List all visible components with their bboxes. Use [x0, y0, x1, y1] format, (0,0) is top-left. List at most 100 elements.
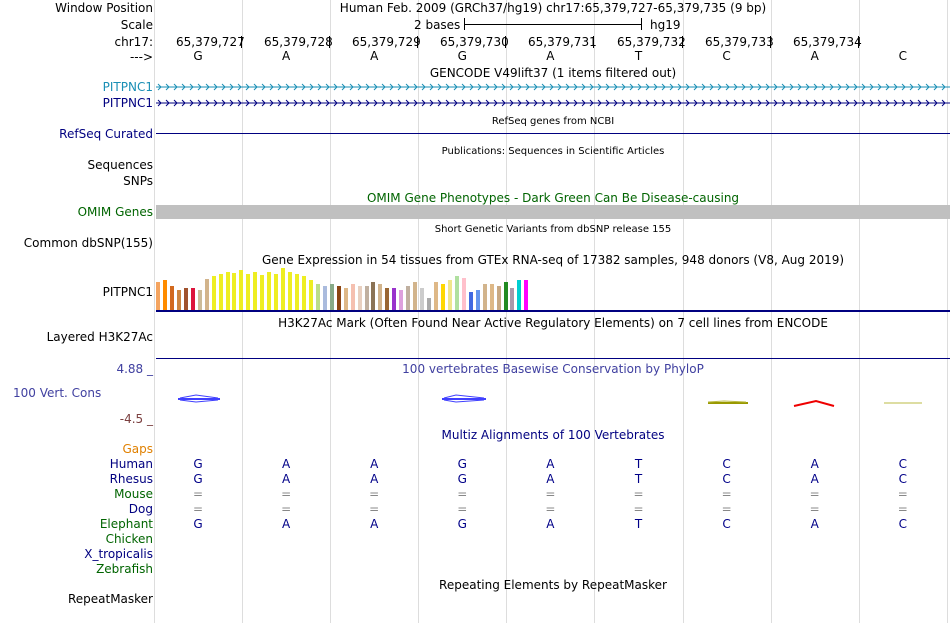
gtex-tissue-bar[interactable] [246, 274, 251, 310]
repeatmasker-title: Repeating Elements by RepeatMasker [439, 578, 667, 592]
snps-label[interactable]: SNPs [123, 174, 153, 188]
strand-chevron [701, 99, 706, 107]
strand-chevron [165, 83, 170, 91]
gtex-tissue-bar[interactable] [482, 284, 487, 310]
species-label-chicken[interactable]: Chicken [105, 532, 153, 546]
gtex-tissue-bar[interactable] [260, 275, 265, 310]
gtex-tissue-bar[interactable] [399, 290, 404, 310]
refseq-label[interactable]: RefSeq Curated [59, 127, 153, 141]
gtex-tissue-bar[interactable] [253, 272, 258, 310]
strand-chevron [517, 83, 522, 91]
gtex-tissue-bar[interactable] [176, 290, 181, 310]
gtex-tissue-bar[interactable] [440, 284, 445, 310]
gencode-item-1-label[interactable]: PITPNC1 [102, 80, 153, 94]
gtex-tissue-bar[interactable] [468, 292, 473, 310]
strand-chevron [333, 99, 338, 107]
gtex-tissue-bar[interactable] [489, 284, 494, 310]
gtex-tissue-bar[interactable] [475, 290, 480, 310]
species-label-x_tropicalis[interactable]: X_tropicalis [84, 547, 153, 561]
species-label-human[interactable]: Human [109, 457, 153, 471]
omim-feature-bar[interactable] [156, 205, 950, 219]
gtex-tissue-bar[interactable] [274, 274, 279, 310]
gtex-tissue-bar[interactable] [447, 280, 452, 310]
gtex-tissue-bar[interactable] [239, 270, 244, 310]
gtex-tissue-bar[interactable] [211, 276, 216, 310]
gtex-tissue-bar[interactable] [301, 276, 306, 310]
strand-chevron [365, 83, 370, 91]
phylop-min-label: -4.5 _ [119, 412, 153, 426]
gtex-tissue-bar[interactable] [371, 282, 376, 310]
gtex-tissue-bar[interactable] [461, 278, 466, 310]
gtex-tissue-bar[interactable] [232, 273, 237, 310]
gtex-tissue-bar[interactable] [524, 280, 529, 310]
gtex-tissue-bar[interactable] [343, 288, 348, 310]
gtex-tissue-bar[interactable] [204, 279, 209, 310]
gtex-tissue-bar[interactable] [336, 286, 341, 310]
gtex-tissue-bar[interactable] [378, 284, 383, 310]
gtex-tissue-bar[interactable] [169, 286, 174, 310]
strand-chevron [277, 83, 282, 91]
strand-chevron [781, 83, 786, 91]
strand-chevron [533, 99, 538, 107]
strand-chevron [773, 83, 778, 91]
gencode-item-2-label[interactable]: PITPNC1 [102, 96, 153, 110]
species-base: = [457, 487, 468, 501]
gtex-tissue-bar[interactable] [503, 282, 508, 310]
species-label-mouse[interactable]: Mouse [114, 487, 153, 501]
phylop-track[interactable] [156, 390, 950, 414]
species-base: = [809, 487, 820, 501]
strand-chevron [341, 99, 346, 107]
gencode-item-1-track[interactable] [156, 80, 950, 94]
gtex-tissue-bar[interactable] [183, 288, 188, 310]
reference-base: G [193, 49, 203, 63]
gtex-tissue-bar[interactable] [406, 286, 411, 310]
phylop-label[interactable]: 100 Vert. Cons [13, 386, 102, 400]
species-label-elephant[interactable]: Elephant [99, 517, 153, 531]
ruler-tick [241, 36, 242, 48]
gtex-tissue-bar[interactable] [162, 280, 167, 310]
gtex-tissue-bar[interactable] [392, 288, 397, 310]
reference-base: A [810, 49, 819, 63]
gtex-tissue-bar[interactable] [267, 272, 272, 310]
gencode-item-2-track[interactable] [156, 96, 950, 110]
species-base: G [457, 457, 467, 471]
refseq-track-line[interactable] [156, 133, 950, 134]
gtex-tissue-bar[interactable] [510, 288, 515, 310]
publications-label[interactable]: Sequences [87, 158, 153, 172]
dbsnp-label[interactable]: Common dbSNP(155) [23, 236, 153, 250]
multiz-gaps-label[interactable]: Gaps [122, 442, 153, 456]
gtex-tissue-bar[interactable] [427, 298, 432, 310]
gtex-tissue-bar[interactable] [197, 290, 202, 310]
gtex-tissue-bar[interactable] [517, 280, 522, 310]
gtex-tissue-bar[interactable] [322, 286, 327, 310]
strand-chevron [613, 99, 618, 107]
gtex-tissue-bar[interactable] [364, 286, 369, 310]
gtex-tissue-bar[interactable] [420, 288, 425, 310]
gtex-tissue-bar[interactable] [315, 284, 320, 310]
gtex-tissue-bar[interactable] [329, 284, 334, 310]
gtex-tissue-bar[interactable] [308, 280, 313, 310]
h3k27ac-label[interactable]: Layered H3K27Ac [46, 330, 153, 344]
species-label-dog[interactable]: Dog [128, 502, 153, 516]
gtex-label[interactable]: PITPNC1 [102, 285, 153, 299]
gtex-tissue-bar[interactable] [413, 282, 418, 310]
gtex-tissue-bar[interactable] [225, 272, 230, 310]
gtex-tissue-bar[interactable] [350, 284, 355, 310]
gtex-tissue-bar[interactable] [218, 274, 223, 310]
strand-chevron [445, 99, 450, 107]
gtex-tissue-bar[interactable] [156, 282, 160, 310]
strand-chevron [693, 99, 698, 107]
gtex-tissue-bar[interactable] [434, 282, 438, 310]
omim-label[interactable]: OMIM Genes [77, 205, 153, 219]
gtex-tissue-bar[interactable] [454, 276, 459, 310]
species-label-zebrafish[interactable]: Zebrafish [96, 562, 153, 576]
species-label-rhesus[interactable]: Rhesus [109, 472, 153, 486]
gtex-tissue-bar[interactable] [496, 286, 501, 310]
gtex-tissue-bar[interactable] [385, 288, 390, 310]
gtex-tissue-bar[interactable] [288, 272, 293, 310]
gtex-tissue-bar[interactable] [190, 288, 195, 310]
gtex-tissue-bar[interactable] [281, 268, 286, 310]
repeatmasker-label[interactable]: RepeatMasker [67, 592, 153, 606]
gtex-tissue-bar[interactable] [357, 286, 362, 310]
gtex-tissue-bar[interactable] [295, 274, 299, 310]
